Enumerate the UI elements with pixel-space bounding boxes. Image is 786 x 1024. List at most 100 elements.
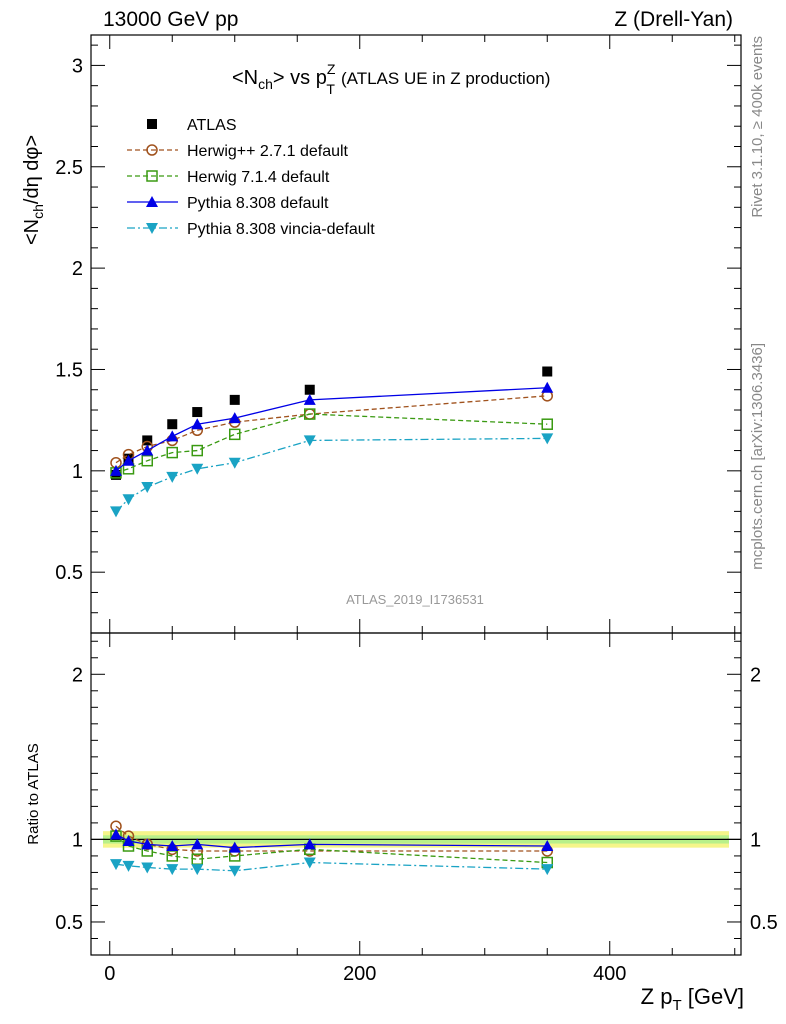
point-pythia-8-308-vincia-default <box>110 506 122 518</box>
point-pythia-8-308-default <box>110 464 122 476</box>
ylabel-part-a: <N <box>21 219 43 245</box>
point-atlas <box>142 435 153 446</box>
ratio-point-pythia-8-308-vincia-default <box>228 865 241 877</box>
legend-marker-herwig-2-7-1-default <box>146 144 158 156</box>
y-tick-label: 2 <box>72 258 83 280</box>
ratio-point-pythia-8-308-vincia-default <box>166 864 179 876</box>
point-herwig-7-1-4-default <box>166 446 178 459</box>
point-pythia-8-308-vincia-default <box>122 494 135 506</box>
ratio-point-pythia-8-308-vincia-default <box>122 860 135 872</box>
point-pythia-8-308-vincia-default <box>541 433 554 445</box>
xlabel-part-a-sub: T <box>672 997 681 1014</box>
legend-label-pythia-8-308-default: Pythia 8.308 default <box>187 195 329 212</box>
chart-title: <Nch> vs pZ T (ATLAS UE in Z production) <box>232 61 550 97</box>
axes-ticks: 0 200 400 0.5 1 1.5 2 2.5 3 0.5 0.5 1 1 2 2 <box>55 35 778 985</box>
series-line-herwig-2-7-1-default <box>115 395 548 464</box>
ratio-point-pythia-8-308-vincia-default <box>303 857 316 869</box>
legend-label-atlas: ATLAS <box>187 117 237 134</box>
ratio-point-pythia-8-308-default <box>228 841 241 853</box>
legend-label-herwig-7-1-4-default: Herwig 7.1.4 default <box>187 169 330 186</box>
point-herwig-7-1-4-default <box>229 428 241 441</box>
point-atlas <box>229 394 240 405</box>
y-tick-label: 0.5 <box>55 562 83 584</box>
series-line-herwig-7-1-4-default <box>115 413 548 474</box>
xlabel-part-b: [GeV] <box>682 984 744 1009</box>
legend: ATLAS Herwig++ 2.7.1 default Herwig 7.1.4 … <box>127 117 375 238</box>
point-pythia-8-308-vincia-default <box>141 482 154 494</box>
series-line-pythia-8-308-default <box>115 387 548 472</box>
x-tick-label: 200 <box>343 963 376 985</box>
ratio-point-pythia-8-308-default <box>541 840 554 852</box>
point-atlas <box>192 407 203 418</box>
point-atlas <box>542 366 553 377</box>
ylabel-part-a-sub: ch <box>30 204 46 219</box>
point-pythia-8-308-default <box>122 454 135 466</box>
ratio-point-pythia-8-308-vincia-default <box>141 862 154 874</box>
series-line-pythia-8-308-vincia-default <box>115 437 548 512</box>
ratio-point-pythia-8-308-default <box>122 835 135 847</box>
ratio-plot-frame <box>90 632 742 956</box>
title-part-a: <N <box>232 67 258 89</box>
xlabel-part-a: Z p <box>641 984 673 1009</box>
ratio-line-pythia-8-308-vincia-default <box>115 861 548 872</box>
title-part-b-sub: T <box>326 81 335 97</box>
legend-marker-atlas <box>147 119 157 129</box>
title-part-a-sub: ch <box>258 76 273 92</box>
y-axis-label: <Nch/dη dφ> <box>21 135 46 245</box>
ratio-y-tick-label-right: 1 <box>750 829 761 851</box>
y-tick-label: 1.5 <box>55 359 83 381</box>
ratio-point-pythia-8-308-default <box>303 838 316 850</box>
title-part-b: > vs p <box>273 67 327 89</box>
point-pythia-8-308-default <box>191 418 204 430</box>
point-pythia-8-308-default <box>541 381 554 393</box>
point-herwig-7-1-4-default <box>304 408 316 420</box>
point-pythia-8-308-vincia-default <box>166 471 179 483</box>
ratio-y-tick-label-left: 2 <box>72 664 83 686</box>
y-tick-label: 2.5 <box>55 157 83 179</box>
point-pythia-8-308-vincia-default <box>303 435 316 447</box>
point-pythia-8-308-vincia-default <box>228 457 241 469</box>
mcplots-label: mcplots.cern.ch [arXiv:1306.3436] <box>749 343 766 570</box>
point-pythia-8-308-default <box>303 393 316 405</box>
ratio-point-pythia-8-308-vincia-default <box>191 864 204 876</box>
analysis-watermark: ATLAS_2019_I1736531 <box>346 592 484 607</box>
legend-label-pythia-8-308-vincia-default: Pythia 8.308 vincia-default <box>187 221 375 238</box>
ratio-y-tick-label-right: 2 <box>750 664 761 686</box>
point-atlas <box>167 419 178 430</box>
x-tick-label: 400 <box>593 963 626 985</box>
point-herwig-7-1-4-default <box>191 444 203 457</box>
ratio-y-tick-label-left: 0.5 <box>55 912 83 934</box>
ratio-y-tick-label-left: 1 <box>72 829 83 851</box>
y-tick-label: 3 <box>72 55 83 77</box>
legend-label-herwig-2-7-1-default: Herwig++ 2.7.1 default <box>187 143 349 160</box>
ratio-line-herwig-7-1-4-default <box>115 835 548 864</box>
ratio-y-tick-label-right: 0.5 <box>750 912 778 934</box>
header-left: 13000 GeV pp <box>103 8 238 31</box>
x-axis-label: Z pT [GeV] <box>641 984 744 1014</box>
header-right: Z (Drell-Yan) <box>614 8 733 31</box>
ratio-point-pythia-8-308-default <box>166 840 179 852</box>
point-pythia-8-308-vincia-default <box>191 463 204 475</box>
title-part-b-sup: Z <box>327 61 336 77</box>
y-tick-label: 1 <box>72 461 83 483</box>
legend-marker-pythia-8-308-default <box>146 196 158 207</box>
ratio-uncertainty-band <box>91 831 741 848</box>
x-tick-label: 0 <box>104 963 115 985</box>
ratio-point-pythia-8-308-vincia-default <box>110 859 122 871</box>
title-part-c: (ATLAS UE in Z production) <box>341 69 550 88</box>
point-pythia-8-308-default <box>141 444 154 456</box>
rivet-label: Rivet 3.1.10, ≥ 400k events <box>749 36 766 218</box>
ratio-point-pythia-8-308-default <box>110 828 122 840</box>
ylabel-part-b: /dη dφ> <box>21 135 43 204</box>
point-herwig-7-1-4-default <box>141 454 153 467</box>
ratio-point-pythia-8-308-default <box>191 838 204 850</box>
ratio-y-axis-label: Ratio to ATLAS <box>25 743 42 844</box>
ratio-point-pythia-8-308-vincia-default <box>541 864 554 876</box>
point-pythia-8-308-default <box>166 430 179 442</box>
legend-marker-herwig-7-1-4-default <box>146 170 158 182</box>
point-pythia-8-308-default <box>228 412 241 424</box>
point-atlas <box>304 384 315 395</box>
point-herwig-7-1-4-default <box>541 418 553 430</box>
data-series <box>110 366 554 877</box>
